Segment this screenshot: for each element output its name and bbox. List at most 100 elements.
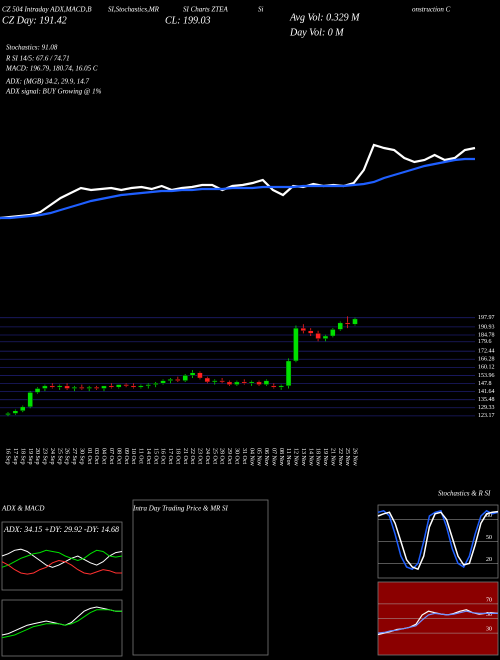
- x-tick-label: 07 Nov: [270, 448, 276, 466]
- candle-body: [34, 388, 41, 393]
- candle-body: [101, 385, 107, 389]
- candle-body: [308, 330, 314, 334]
- panel: [1, 521, 123, 591]
- series-line: [377, 510, 499, 571]
- candle-body: [182, 375, 188, 381]
- candle-body: [204, 377, 211, 383]
- avg-volume: Avg Vol: 0.329 M: [289, 12, 360, 23]
- candle-body: [56, 385, 63, 388]
- x-tick-label: 11 Nov: [285, 448, 291, 466]
- candle-body: [12, 410, 19, 414]
- x-tick-label: 05 Nov: [256, 448, 262, 466]
- candle-body: [93, 386, 100, 389]
- candle-body: [197, 372, 203, 379]
- stat: Stochastics: 91.08: [6, 44, 58, 52]
- candle-body: [330, 329, 336, 337]
- candle-body: [42, 385, 48, 389]
- candle-body: [152, 383, 159, 385]
- x-tick-label: 26 Nov: [352, 448, 358, 466]
- title-part: SI,Stochastics,MR: [108, 6, 160, 14]
- x-tick-label: 26 Sep: [64, 448, 70, 465]
- x-tick-label: 21 Oct: [182, 448, 188, 464]
- y-tick-label: 147.8: [478, 381, 492, 387]
- x-tick-label: 09 Oct: [123, 448, 129, 464]
- x-tick-label: 29 Oct: [226, 448, 232, 464]
- x-tick-label: 25 Nov: [344, 448, 350, 466]
- y-tick-label: 123.17: [478, 413, 495, 419]
- candle-body: [86, 386, 92, 389]
- candle-body: [352, 318, 358, 325]
- x-tick-label: 04 Nov: [248, 448, 254, 466]
- series-line: [377, 610, 498, 634]
- candle-body: [160, 380, 166, 384]
- candle-body: [241, 381, 247, 384]
- x-tick-label: 15 Oct: [152, 448, 158, 464]
- x-tick-label: 12 Nov: [293, 448, 299, 466]
- candle-body: [64, 385, 70, 389]
- panel-title: ADX & MACD: [1, 505, 44, 513]
- candle-body: [234, 381, 240, 385]
- title-part: onstruction C: [412, 6, 451, 14]
- x-tick-label: 21 Nov: [329, 448, 335, 466]
- x-tick-label: 07 Oct: [108, 448, 114, 464]
- candle-body: [20, 406, 26, 412]
- x-tick-label: 08 Nov: [278, 448, 284, 466]
- x-tick-label: 17 Sep: [12, 448, 18, 465]
- x-tick-label: 25 Oct: [211, 448, 217, 464]
- y-tick-label: 172.44: [478, 349, 495, 355]
- y-tick-label: 50: [486, 535, 492, 541]
- x-tick-label: 22 Nov: [337, 448, 343, 466]
- candle-body: [263, 380, 270, 385]
- candle-body: [226, 381, 233, 385]
- y-tick-label: 197.97: [478, 315, 495, 321]
- candle-body: [212, 380, 218, 383]
- x-tick-label: 08 Oct: [115, 448, 121, 464]
- x-tick-label: 18 Oct: [174, 448, 180, 464]
- series-line: [1, 548, 123, 568]
- panel-subtitle: ADX: 34.15 +DY: 29.92 -DY: 14.68: [3, 525, 119, 534]
- series-line: [1, 609, 122, 639]
- x-tick-label: 17 Oct: [167, 448, 173, 464]
- candle-body: [175, 379, 181, 381]
- x-tick-label: 04 Oct: [101, 448, 107, 464]
- x-tick-label: 18 Sep: [19, 448, 25, 465]
- candle-body: [71, 386, 78, 389]
- panel: [132, 499, 269, 656]
- candle-body: [285, 360, 292, 387]
- series-line: [0, 143, 476, 220]
- candle-body: [337, 322, 343, 330]
- y-tick-label: 153.96: [478, 373, 495, 379]
- x-tick-label: 30 Sep: [78, 448, 84, 465]
- x-tick-label: 27 Sep: [71, 448, 77, 465]
- x-tick-label: 10 Oct: [130, 448, 136, 464]
- x-tick-label: 30 Oct: [233, 448, 239, 464]
- stat: ADX signal: BUY Growing @ 1%: [5, 88, 102, 96]
- candle-body: [189, 372, 196, 376]
- x-tick-label: 19 Nov: [322, 448, 328, 466]
- candle-body: [300, 327, 307, 331]
- candle-body: [315, 333, 321, 339]
- x-tick-label: 01 Oct: [86, 448, 92, 464]
- stat: MACD: 196.79, 180.74, 16.05 C: [5, 65, 98, 73]
- y-tick-label: 190.93: [478, 324, 495, 330]
- title-part: CZ 504 Intraday ADX,MACD,B: [2, 6, 92, 14]
- candle-body: [138, 385, 144, 388]
- x-tick-label: 11 Oct: [138, 448, 144, 464]
- y-tick-label: 30: [486, 626, 492, 632]
- panel-title: Stochastics & R SI: [438, 490, 491, 498]
- x-tick-label: 14 Nov: [307, 448, 313, 466]
- day-volume: Day Vol: 0 M: [289, 27, 344, 38]
- y-tick-label: 70: [486, 597, 492, 603]
- series-line: [0, 157, 475, 220]
- panel-title: Intra Day Trading Price & MR SI: [132, 505, 229, 513]
- x-tick-label: 23 Sep: [42, 448, 48, 465]
- series-line: [1, 559, 122, 575]
- candle-body: [219, 380, 225, 383]
- y-tick-label: 20: [486, 557, 492, 563]
- candle-body: [5, 413, 11, 415]
- day-price: CZ Day: 191.42: [2, 15, 67, 26]
- candle-body: [256, 381, 262, 385]
- x-tick-label: 24 Sep: [49, 448, 55, 465]
- x-tick-label: 18 Nov: [315, 448, 321, 466]
